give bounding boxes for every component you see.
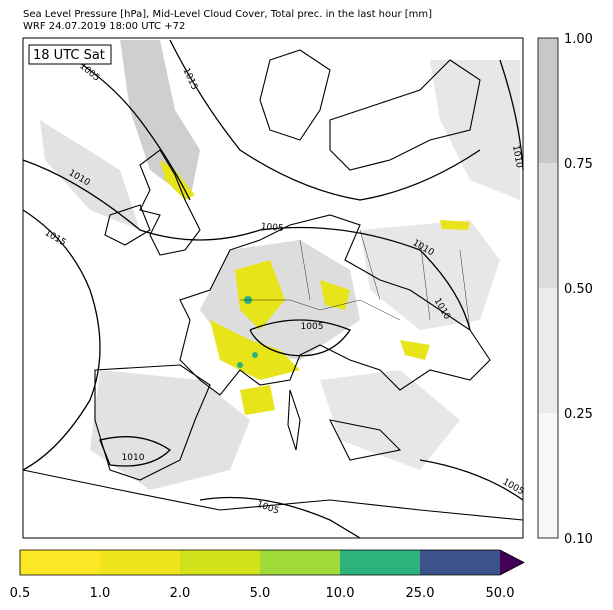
colorbar-tick-label: 5.0 bbox=[250, 586, 271, 601]
coastlines bbox=[22, 49, 524, 521]
colorbar-segment bbox=[100, 550, 180, 575]
colorbar-segment bbox=[538, 413, 558, 538]
contour-label: 1005 bbox=[260, 222, 284, 234]
colorbar-tick-label: 0.75 bbox=[564, 157, 593, 172]
time-label: 18 UTC Sat bbox=[33, 48, 105, 63]
colorbar-extend-arrow bbox=[500, 550, 524, 575]
colorbar-segment bbox=[180, 550, 260, 575]
colorbar-tick-label: 25.0 bbox=[406, 586, 435, 601]
colorbar-tick-label: 0.10 bbox=[564, 532, 593, 547]
colorbar-tick-label: 1.00 bbox=[564, 32, 593, 47]
contour-label: 1010 bbox=[510, 145, 524, 170]
colorbar-tick-label: 2.0 bbox=[170, 586, 191, 601]
contour-label: 1010 bbox=[122, 453, 145, 463]
colorbar-segment bbox=[260, 550, 340, 575]
colorbar-tick-label: 1.0 bbox=[90, 586, 111, 601]
colorbar-tick-label: 0.50 bbox=[564, 282, 593, 297]
colorbar-frame bbox=[537, 37, 559, 539]
contour-label: 1005 bbox=[301, 322, 324, 332]
colorbar-segment bbox=[538, 288, 558, 413]
cloud-colorbar: 0.10 0.25 0.50 0.75 1.00 bbox=[537, 32, 593, 547]
colorbar-segment bbox=[538, 163, 558, 288]
colorbar-segment bbox=[20, 550, 100, 575]
precip-colorbar: 0.5 1.0 2.0 5.0 10.0 25.0 50.0 bbox=[10, 549, 525, 601]
colorbar-tick-label: 0.5 bbox=[10, 586, 31, 601]
colorbar-segment bbox=[538, 38, 558, 163]
subtitle-line: WRF 24.07.2019 18:00 UTC +72 bbox=[23, 21, 185, 32]
colorbar-tick-label: 0.25 bbox=[564, 407, 593, 422]
borders bbox=[240, 229, 471, 331]
colorbar-tick-label: 10.0 bbox=[326, 586, 355, 601]
time-label-box bbox=[28, 44, 112, 65]
map-frame bbox=[22, 37, 524, 539]
colorbar-segment bbox=[340, 550, 420, 575]
precipitation bbox=[160, 160, 470, 415]
colorbar-frame bbox=[19, 549, 525, 576]
colorbar-tick-label: 50.0 bbox=[486, 586, 515, 601]
title-line: Sea Level Pressure [hPa], Mid-Level Clou… bbox=[23, 9, 432, 20]
isobars bbox=[22, 39, 524, 539]
colorbar-segment bbox=[420, 550, 500, 575]
map: 1005 1015 1010 1015 1005 1010 1010 1005 … bbox=[22, 37, 525, 539]
